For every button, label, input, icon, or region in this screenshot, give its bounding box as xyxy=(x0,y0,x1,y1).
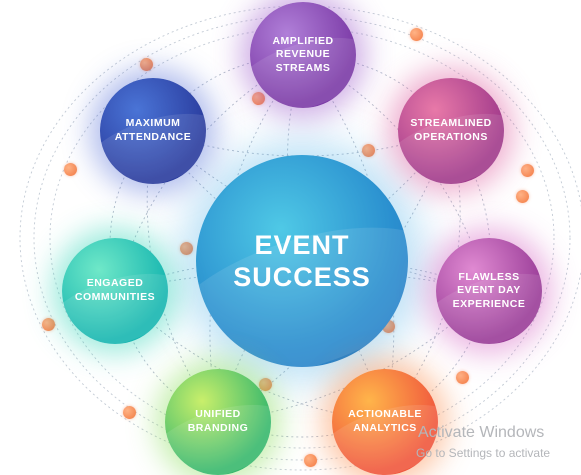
node-label: STREAMLINED OPERATIONS xyxy=(410,117,492,143)
node-label: UNIFIED BRANDING xyxy=(187,408,249,434)
center-node-label: EVENT SUCCESS xyxy=(233,229,371,292)
node-amplified-revenue-streams: AMPLIFIED REVENUE STREAMS xyxy=(250,2,356,108)
connector-dot-8 xyxy=(41,317,55,331)
node-actionable-analytics: ACTIONABLE ANALYTICS xyxy=(332,369,438,475)
connector-dot-6 xyxy=(179,241,193,255)
node-maximum-attendance: MAXIMUM ATTENDANCE xyxy=(100,78,206,184)
node-unified-branding: UNIFIED BRANDING xyxy=(165,369,271,475)
node-engaged-communities: ENGAGED COMMUNITIES xyxy=(62,238,168,344)
node-label: FLAWLESS EVENT DAY EXPERIENCE xyxy=(452,270,526,310)
connector-dot-13 xyxy=(303,453,317,467)
center-node-event-success: EVENT SUCCESS xyxy=(196,155,408,367)
node-label: AMPLIFIED REVENUE STREAMS xyxy=(272,34,334,74)
connector-dot-7 xyxy=(515,189,529,203)
connector-dot-12 xyxy=(122,405,136,419)
connector-dot-3 xyxy=(361,143,375,157)
connector-dot-11 xyxy=(455,370,469,384)
node-streamlined-operations: STREAMLINED OPERATIONS xyxy=(398,78,504,184)
connector-dot-5 xyxy=(520,163,534,177)
connector-dot-0 xyxy=(139,57,153,71)
node-label: ACTIONABLE ANALYTICS xyxy=(348,408,422,434)
connector-dot-2 xyxy=(409,27,423,41)
connector-dot-4 xyxy=(63,162,77,176)
node-label: ENGAGED COMMUNITIES xyxy=(74,277,156,303)
node-flawless-event-day-experience: FLAWLESS EVENT DAY EXPERIENCE xyxy=(436,238,542,344)
connector-dot-10 xyxy=(258,377,272,391)
node-label: MAXIMUM ATTENDANCE xyxy=(114,117,192,143)
